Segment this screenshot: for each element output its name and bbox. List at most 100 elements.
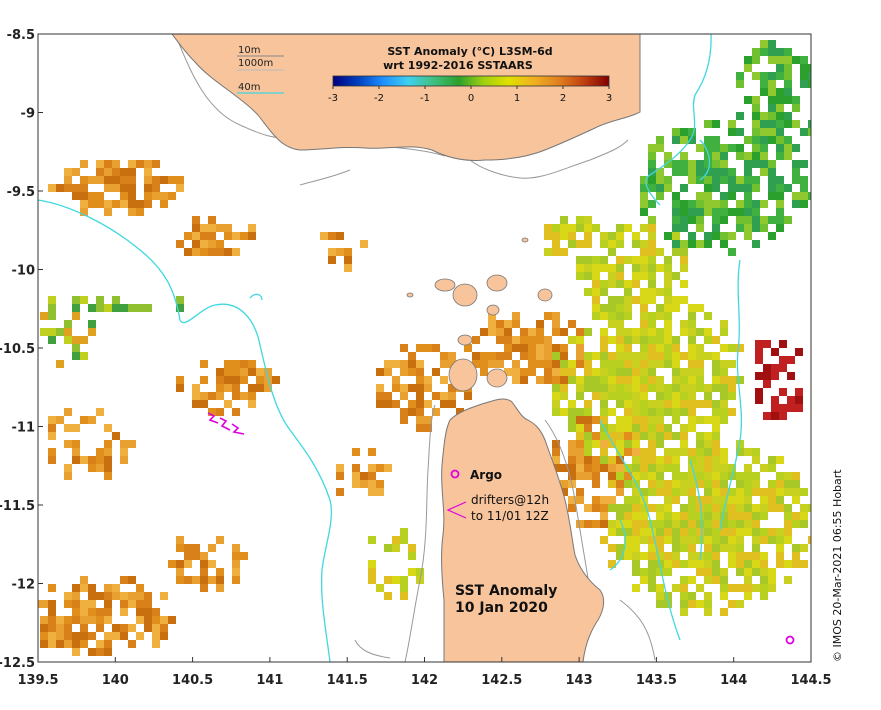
sst-pixel: [568, 320, 576, 328]
sst-pixel: [744, 448, 752, 456]
sst-pixel: [784, 152, 792, 160]
x-tick-label: 142: [411, 673, 438, 688]
sst-pixel: [552, 320, 560, 328]
sst-pixel: [608, 240, 616, 248]
sst-pixel: [96, 456, 104, 464]
sst-pixel: [568, 368, 576, 376]
sst-pixel: [680, 136, 688, 144]
sst-pixel: [696, 568, 704, 576]
sst-pixel: [720, 480, 728, 488]
sst-pixel: [664, 408, 672, 416]
depth-label-1000m: 1000m: [238, 58, 273, 69]
x-tick-label: 143.5: [636, 673, 677, 688]
x-axis: 139.5 140 140.5 141 141.5 142 142.5 143 143.5 144…: [17, 657, 832, 688]
sst-pixel: [752, 568, 760, 576]
sst-pixel: [192, 224, 200, 232]
sst-pixel: [680, 512, 688, 520]
sst-pixel: [736, 376, 744, 384]
sst-pixel: [104, 648, 112, 656]
sst-pixel: [512, 312, 520, 320]
sst-pixel: [768, 504, 776, 512]
sst-pixel: [136, 608, 144, 616]
x-tick-label: 144.5: [790, 673, 831, 688]
sst-pixel: [680, 400, 688, 408]
sst-pixel: [696, 352, 704, 360]
sst-pixel: [696, 168, 704, 176]
sst-pixel: [768, 56, 776, 64]
sst-pixel: [704, 576, 712, 584]
sst-pixel: [672, 344, 680, 352]
sst-pixel: [80, 640, 88, 648]
sst-pixel: [624, 552, 632, 560]
sst-pixel: [592, 272, 600, 280]
sst-pixel: [568, 360, 576, 368]
sst-pixel: [744, 464, 752, 472]
sst-pixel: [648, 472, 656, 480]
sst-pixel: [792, 520, 800, 528]
sst-pixel: [208, 576, 216, 584]
sst-pixel: [232, 232, 240, 240]
sst-pixel: [576, 488, 584, 496]
sst-pixel: [736, 584, 744, 592]
sst-pixel: [608, 248, 616, 256]
sst-pixel: [736, 600, 744, 608]
sst-pixel: [672, 336, 680, 344]
sst-pixel: [640, 272, 648, 280]
sst-pixel: [552, 456, 560, 464]
sst-pixel: [592, 472, 600, 480]
sst-pixel: [392, 360, 400, 368]
sst-pixel: [616, 448, 624, 456]
sst-pixel: [88, 616, 96, 624]
sst-pixel: [160, 192, 168, 200]
sst-pixel: [104, 464, 112, 472]
sst-pixel: [800, 200, 808, 208]
sst-pixel: [648, 336, 656, 344]
sst-pixel: [72, 344, 80, 352]
sst-pixel: [648, 168, 656, 176]
sst-pixel: [608, 472, 616, 480]
sst-pixel: [640, 312, 648, 320]
sst-pixel: [752, 184, 760, 192]
sst-pixel: [80, 296, 88, 304]
sst-pixel: [128, 592, 136, 600]
sst-pixel: [728, 144, 736, 152]
sst-pixel: [648, 520, 656, 528]
sst-pixel: [720, 592, 728, 600]
sst-pixel: [624, 424, 632, 432]
sst-pixel: [120, 200, 128, 208]
sst-pixel: [768, 232, 776, 240]
sst-pixel: [552, 408, 560, 416]
sst-pixel: [72, 448, 80, 456]
sst-pixel: [584, 232, 592, 240]
sst-pixel: [104, 208, 112, 216]
sst-pixel: [104, 456, 112, 464]
sst-pixel: [736, 560, 744, 568]
sst-pixel: [408, 352, 416, 360]
sst-pixel: [760, 568, 768, 576]
sst-pixel: [336, 248, 344, 256]
sst-pixel: [664, 288, 672, 296]
sst-pixel: [792, 512, 800, 520]
sst-pixel: [560, 488, 568, 496]
sst-pixel: [688, 208, 696, 216]
sst-pixel: [704, 520, 712, 528]
sst-pixel: [720, 536, 728, 544]
sst-pixel: [728, 232, 736, 240]
sst-pixel: [688, 200, 696, 208]
sst-pixel: [696, 464, 704, 472]
sst-pixel: [616, 456, 624, 464]
sst-pixel: [96, 624, 104, 632]
sst-pixel: [752, 488, 760, 496]
sst-pixel: [72, 632, 80, 640]
sst-pixel: [416, 368, 424, 376]
sst-pixel: [496, 328, 504, 336]
sst-pixel: [656, 504, 664, 512]
sst-pixel: [192, 544, 200, 552]
sst-pixel: [648, 544, 656, 552]
sst-pixel: [736, 112, 744, 120]
sst-pixel: [376, 488, 384, 496]
sst-pixel: [712, 496, 720, 504]
sst-pixel: [400, 528, 408, 536]
sst-pixel: [704, 392, 712, 400]
sst-pixel: [72, 640, 80, 648]
